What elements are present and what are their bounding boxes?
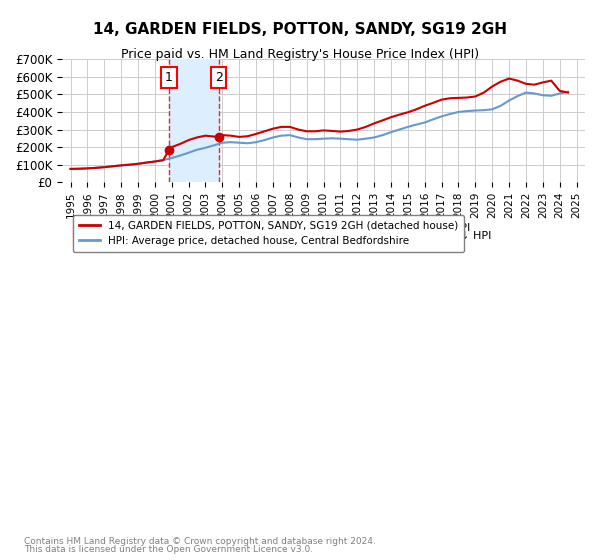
Text: 10-OCT-2003: 10-OCT-2003 <box>209 231 281 241</box>
Text: 1: 1 <box>77 223 84 233</box>
Text: 2: 2 <box>77 231 84 241</box>
Text: 2: 2 <box>215 71 223 84</box>
Text: 1: 1 <box>165 71 173 84</box>
Text: This data is licensed under the Open Government Licence v3.0.: This data is licensed under the Open Gov… <box>24 545 313 554</box>
Text: 6% ↓ HPI: 6% ↓ HPI <box>439 231 491 241</box>
Bar <box>169 59 218 182</box>
Legend: 14, GARDEN FIELDS, POTTON, SANDY, SG19 2GH (detached house), HPI: Average price,: 14, GARDEN FIELDS, POTTON, SANDY, SG19 2… <box>73 214 464 252</box>
Text: Price paid vs. HM Land Registry's House Price Index (HPI): Price paid vs. HM Land Registry's House … <box>121 48 479 60</box>
Text: 27-OCT-2000: 27-OCT-2000 <box>209 223 281 233</box>
Text: 14, GARDEN FIELDS, POTTON, SANDY, SG19 2GH: 14, GARDEN FIELDS, POTTON, SANDY, SG19 2… <box>93 22 507 38</box>
Text: £257,000: £257,000 <box>334 231 387 241</box>
Text: £184,000: £184,000 <box>334 223 387 233</box>
Text: Contains HM Land Registry data © Crown copyright and database right 2024.: Contains HM Land Registry data © Crown c… <box>24 537 376 546</box>
Text: ≈ HPI: ≈ HPI <box>439 223 470 233</box>
